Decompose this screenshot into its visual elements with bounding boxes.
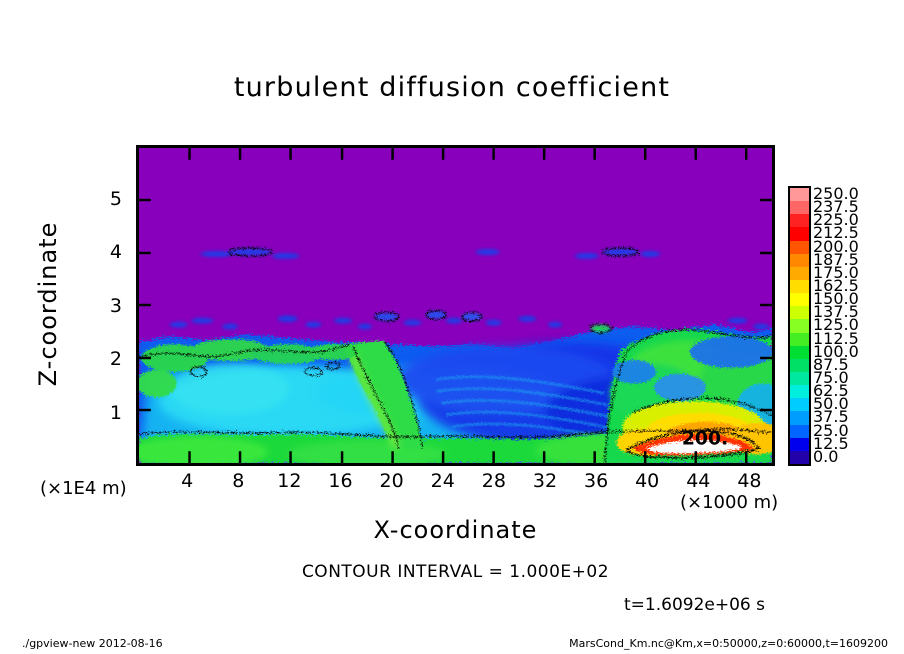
colorbar-tick-label: 25.0 xyxy=(813,420,849,440)
plot-area: 200. xyxy=(136,145,775,466)
x-tick-label: 40 xyxy=(635,470,660,492)
colorbar-band xyxy=(790,437,809,451)
colorbar-tick-label: 100.0 xyxy=(813,341,859,361)
colorbar-band xyxy=(790,332,809,346)
colorbar-band xyxy=(790,240,809,254)
colorbar-tick-label: 137.5 xyxy=(813,302,859,322)
colorbar-band xyxy=(790,188,809,202)
y-tick-label: 3 xyxy=(109,294,122,317)
colorbar-band xyxy=(790,201,809,215)
x-tick-label: 36 xyxy=(583,470,609,492)
colorbar-band xyxy=(790,450,809,464)
colorbar-band xyxy=(790,358,809,372)
colorbar-tick-label: 87.5 xyxy=(813,354,849,374)
colorbar-tick-label: 62.5 xyxy=(813,381,849,401)
colorbar-tick-label: 37.5 xyxy=(813,407,849,427)
colorbar-band xyxy=(790,253,809,267)
contour-field: 200. xyxy=(139,148,772,463)
y-tick-label: 2 xyxy=(109,348,122,370)
colorbar-tick-label: 212.5 xyxy=(813,223,859,243)
colorbar-band xyxy=(790,345,809,359)
colorbar-tick-label: 50.0 xyxy=(813,394,849,414)
colorbar-band xyxy=(790,319,809,333)
colorbar[interactable] xyxy=(788,186,811,466)
colorbar-tick-label: 225.0 xyxy=(813,210,859,230)
colorbar-band xyxy=(790,293,809,307)
footer-dataset: MarsCond_Km.nc@Km,x=0:50000,z=0:60000,t=… xyxy=(569,637,888,650)
colorbar-band xyxy=(790,371,809,386)
colorbar-tick-label: 150.0 xyxy=(813,289,859,309)
time-stamp: t=1.6092e+06 s xyxy=(624,595,765,615)
contour-interval-note: CONTOUR INTERVAL = 1.000E+02 xyxy=(301,562,610,582)
colorbar-labels: 250.0 237.5 225.0 212.5 200.0 187.5 175.0 162.5… xyxy=(813,179,873,473)
y-tick-label: 5 xyxy=(109,187,122,210)
colorbar-tick-label: 12.5 xyxy=(813,433,849,453)
x-axis-title: X-coordinate xyxy=(373,516,538,544)
x-tick-label: 8 xyxy=(232,470,245,492)
colorbar-tick-label: 0.0 xyxy=(813,446,839,466)
x-axis-unit: (×1000 m) xyxy=(680,492,779,513)
colorbar-band xyxy=(790,306,809,320)
x-tick-label: 20 xyxy=(379,470,404,492)
colorbar-band xyxy=(790,214,809,228)
x-tick-label: 24 xyxy=(430,470,455,492)
x-tick-label: 44 xyxy=(686,470,711,492)
colorbar-band xyxy=(790,279,809,294)
x-tick-label: 48 xyxy=(737,470,762,492)
colorbar-tick-label: 175.0 xyxy=(813,262,859,282)
x-tick-label: 28 xyxy=(481,470,506,492)
x-tick-label: 32 xyxy=(532,470,558,492)
colorbar-tick-label: 75.0 xyxy=(813,368,849,387)
colorbar-band xyxy=(790,411,809,425)
y-tick-label: 4 xyxy=(109,241,122,263)
x-tick-label: 16 xyxy=(328,470,353,492)
x-tick-label: 12 xyxy=(277,470,302,492)
colorbar-tick-label: 187.5 xyxy=(813,249,859,269)
colorbar-band xyxy=(790,385,809,399)
footer-command: ./gpview-new 2012-08-16 xyxy=(22,637,163,650)
colorbar-band xyxy=(790,227,809,241)
colorbar-band xyxy=(790,424,809,438)
y-axis-unit: (×1E4 m) xyxy=(40,478,127,499)
colorbar-band xyxy=(790,266,809,280)
colorbar-tick-label: 112.5 xyxy=(813,328,859,348)
colorbar-tick-label: 237.5 xyxy=(813,197,859,217)
chart-title: turbulent diffusion coefficient xyxy=(233,72,671,103)
colorbar-band xyxy=(790,398,809,412)
colorbar-tick-label: 250.0 xyxy=(813,184,859,203)
colorbar-tick-label: 162.5 xyxy=(813,276,859,295)
y-axis-title: Z-coordinate xyxy=(34,221,62,387)
colorbar-tick-label: 200.0 xyxy=(813,236,859,256)
y-tick-label: 1 xyxy=(109,401,122,424)
x-tick-label: 4 xyxy=(181,470,194,492)
colorbar-tick-label: 125.0 xyxy=(813,315,859,335)
inline-contour-label: 200. xyxy=(682,428,728,449)
